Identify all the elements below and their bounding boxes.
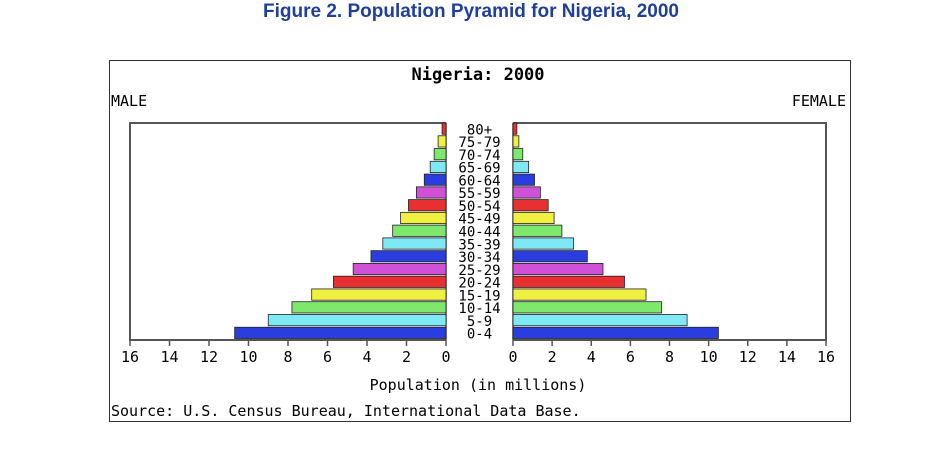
female-tick-label: 16: [817, 348, 835, 366]
source-note: Source: U.S. Census Bureau, Internationa…: [111, 402, 581, 420]
male-bar-25-29: [352, 263, 447, 276]
male-bar-35-39: [382, 237, 447, 250]
age-group-label: 35-39: [458, 237, 500, 253]
x-axis-label: Population (in millions): [370, 376, 587, 394]
male-bar-0-4: [234, 326, 447, 339]
age-group-label: 15-19: [458, 288, 500, 304]
age-group-label: 70-74: [458, 148, 500, 164]
age-group-label: 75-79: [458, 135, 500, 151]
female-bar-0-4: [512, 326, 719, 339]
female-bar-60-64: [512, 173, 535, 186]
male-bar-65-69: [429, 160, 447, 173]
male-tick-label: 2: [402, 348, 411, 366]
female-bar-30-34: [512, 250, 588, 263]
male-bar-80+: [441, 122, 447, 135]
female-tick-label: 14: [778, 348, 796, 366]
male-tick-label: 8: [283, 348, 292, 366]
female-bar-55-59: [512, 186, 541, 199]
male-bar-5-9: [267, 314, 447, 327]
female-label: FEMALE: [792, 92, 846, 110]
male-bar-40-44: [392, 224, 447, 237]
female-bar-65-69: [512, 160, 530, 173]
age-group-label: 10-14: [458, 301, 500, 317]
age-group-label: 80+: [467, 122, 492, 138]
female-tick-label: 8: [665, 348, 674, 366]
age-group-label: 50-54: [458, 199, 500, 215]
age-group-label: 60-64: [458, 173, 500, 189]
female-tick-label: 12: [739, 348, 757, 366]
male-bar-75-79: [437, 135, 447, 148]
age-group-label: 20-24: [458, 276, 500, 292]
female-bar-80+: [512, 122, 518, 135]
female-bar-5-9: [512, 314, 688, 327]
female-bar-75-79: [512, 135, 520, 148]
male-bar-10-14: [291, 301, 447, 314]
male-bar-15-19: [311, 288, 447, 301]
male-tick-label: 6: [323, 348, 332, 366]
male-bar-70-74: [433, 148, 447, 161]
male-tick-label: 14: [160, 348, 178, 366]
male-tick-label: 12: [200, 348, 218, 366]
age-group-label: 25-29: [458, 263, 500, 279]
male-tick-label: 4: [362, 348, 371, 366]
female-bar-70-74: [512, 148, 524, 161]
male-bar-50-54: [408, 199, 447, 212]
female-tick-label: 0: [508, 348, 517, 366]
female-bar-15-19: [512, 288, 647, 301]
female-bar-35-39: [512, 237, 575, 250]
female-tick-label: 6: [626, 348, 635, 366]
female-bar-50-54: [512, 199, 549, 212]
male-tick-label: 10: [239, 348, 257, 366]
age-group-label: 45-49: [458, 212, 500, 228]
age-group-label: 0-4: [467, 327, 492, 343]
age-group-label: 40-44: [458, 225, 500, 241]
age-group-label: 30-34: [458, 250, 500, 266]
female-tick-label: 10: [700, 348, 718, 366]
female-bar-10-14: [512, 301, 663, 314]
female-bar-45-49: [512, 211, 555, 225]
age-group-label: 65-69: [458, 161, 500, 177]
male-bar-55-59: [415, 186, 447, 199]
male-bar-60-64: [423, 173, 447, 186]
female-tick-label: 4: [587, 348, 596, 366]
female-bar-20-24: [512, 275, 625, 288]
age-group-label: 55-59: [458, 186, 500, 202]
chart-title: Nigeria: 2000: [411, 65, 544, 85]
male-tick-label: 16: [121, 348, 139, 366]
female-tick-label: 2: [548, 348, 557, 366]
male-label: MALE: [111, 92, 147, 110]
male-bar-30-34: [370, 250, 447, 263]
male-bar-20-24: [333, 275, 447, 288]
female-bar-25-29: [512, 263, 604, 276]
male-tick-label: 0: [441, 348, 450, 366]
chart-frame: [109, 60, 851, 422]
age-group-label: 5-9: [467, 314, 492, 330]
male-bar-45-49: [400, 211, 447, 225]
female-bar-40-44: [512, 224, 563, 237]
figure-title: Figure 2. Population Pyramid for Nigeria…: [263, 1, 679, 22]
